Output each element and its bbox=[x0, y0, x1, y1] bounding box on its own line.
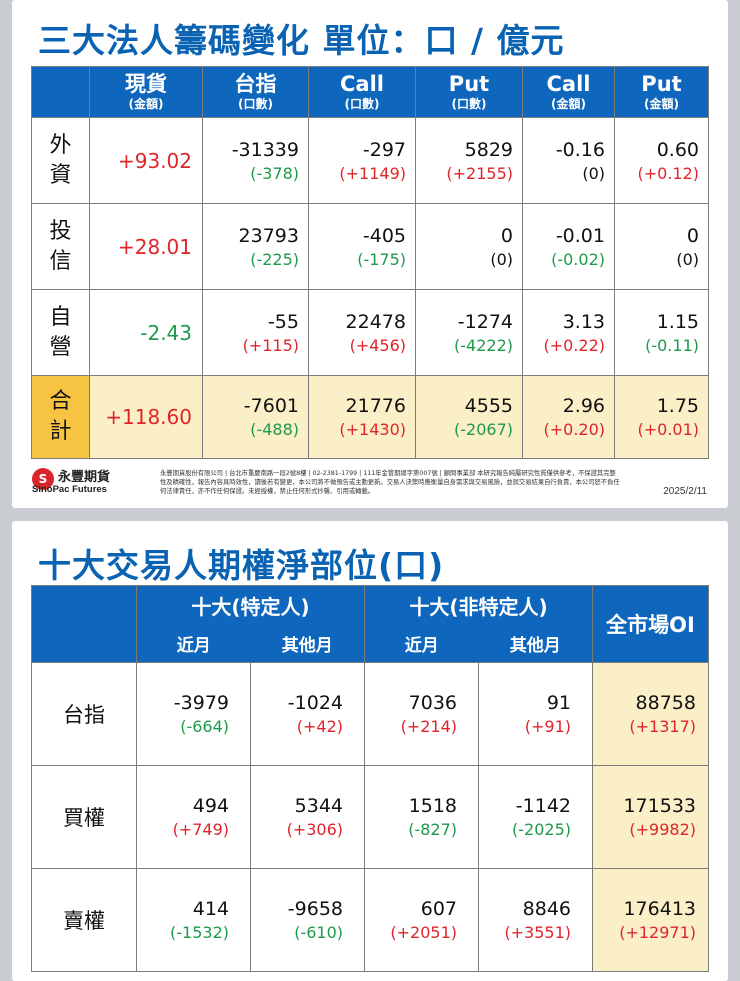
value-cell: 0.60 (+0.12) bbox=[614, 117, 709, 204]
brand-name-cn: 永豐期貨 bbox=[58, 470, 111, 485]
row-label: 自營 bbox=[31, 289, 90, 376]
value-cell: -297 (+1149) bbox=[308, 117, 416, 204]
value-cell: 414 (-1532) bbox=[136, 868, 251, 972]
value-cell: 1.15 (-0.11) bbox=[614, 289, 709, 376]
institutional-title: 三大法人籌碼變化 單位：口 / 億元 bbox=[38, 21, 565, 60]
value-cell: 91 (+91) bbox=[478, 662, 593, 766]
report-date: 2025/2/11 bbox=[663, 486, 707, 497]
group-header-specific: 十大(特定人) bbox=[136, 585, 365, 624]
value-cell: 0 (0) bbox=[415, 203, 523, 290]
value-cell: 7036 (+214) bbox=[364, 662, 479, 766]
value-cell: -55 (+115) bbox=[202, 289, 309, 376]
sub-header-near: 近月 bbox=[136, 624, 251, 663]
value-cell: 494 (+749) bbox=[136, 765, 251, 869]
brand-name-en: SinoPac Futures bbox=[32, 484, 107, 495]
header-cell: Put (金額) bbox=[614, 66, 709, 118]
spot-amount: +118.60 bbox=[89, 375, 203, 459]
header-corner bbox=[31, 66, 90, 118]
value-cell: -0.01 (-0.02) bbox=[522, 203, 615, 290]
market-oi-cell: 88758 (+1317) bbox=[592, 662, 709, 766]
market-oi-cell: 176413 (+12971) bbox=[592, 868, 709, 972]
value-cell: -7601 (-488) bbox=[202, 375, 309, 459]
header-market-oi: 全市場OI bbox=[592, 585, 709, 663]
row-label: 買權 bbox=[31, 765, 137, 869]
top10-table: 十大(特定人) 十大(非特定人) 全市場OI 近月 其他月 近月 其他月 台指 -… bbox=[31, 585, 709, 972]
top10-card: 十大交易人期權淨部位(口) 十大(特定人) 十大(非特定人) 全市場OI 近月 … bbox=[12, 521, 728, 981]
value-cell: 21776 (+1430) bbox=[308, 375, 416, 459]
spot-amount: +93.02 bbox=[89, 117, 203, 204]
institutional-table: 現貨 (金額) 台指 (口數) Call (口數) Put (口數) Call (金額) … bbox=[31, 66, 709, 459]
value-cell: 4555 (-2067) bbox=[415, 375, 523, 459]
disclaimer-text: 永豐期貨股份有限公司 | 台北市重慶南路一段2號8樓 | 02-2381-179… bbox=[160, 470, 620, 495]
header-corner bbox=[31, 585, 137, 663]
value-cell: 3.13 (+0.22) bbox=[522, 289, 615, 376]
value-cell: 1518 (-827) bbox=[364, 765, 479, 869]
institutional-row: 投信 +28.01 23793 (-225) -405 (-175) 0 (0) -0.01 (-… bbox=[31, 203, 709, 290]
spot-amount: +28.01 bbox=[89, 203, 203, 290]
row-label: 合計 bbox=[31, 375, 90, 459]
sinopac-logo-icon: S bbox=[32, 468, 54, 490]
row-label: 外資 bbox=[31, 117, 90, 204]
value-cell: 8846 (+3551) bbox=[478, 868, 593, 972]
institutional-card: 三大法人籌碼變化 單位：口 / 億元 現貨 (金額) 台指 (口數) Call (口數… bbox=[12, 0, 728, 508]
value-cell: -0.16 (0) bbox=[522, 117, 615, 204]
institutional-row: 自營 -2.43 -55 (+115) 22478 (+456) -1274 (-4222) 3… bbox=[31, 289, 709, 376]
top10-row: 買權 494 (+749) 5344 (+306) 1518 (-827) -1142 (-20… bbox=[31, 765, 709, 869]
value-cell: -1142 (-2025) bbox=[478, 765, 593, 869]
footer: S 永豐期貨 SinoPac Futures 永豐期貨股份有限公司 | 台北市重… bbox=[32, 466, 712, 500]
group-header-nonspecific: 十大(非特定人) bbox=[364, 585, 593, 624]
value-cell: 0 (0) bbox=[614, 203, 709, 290]
row-label: 賣權 bbox=[31, 868, 137, 972]
group-header-row: 十大(特定人) 十大(非特定人) 全市場OI bbox=[31, 585, 709, 663]
value-cell: -31339 (-378) bbox=[202, 117, 309, 204]
institutional-row: 合計 +118.60 -7601 (-488) 21776 (+1430) 4555 (-20… bbox=[31, 375, 709, 459]
top10-row: 台指 -3979 (-664) -1024 (+42) 7036 (+214) 91 (+91)… bbox=[31, 662, 709, 766]
value-cell: -405 (-175) bbox=[308, 203, 416, 290]
header-cell: Call (金額) bbox=[522, 66, 615, 118]
sub-header-near: 近月 bbox=[364, 624, 479, 663]
value-cell: 22478 (+456) bbox=[308, 289, 416, 376]
value-cell: -9658 (-610) bbox=[250, 868, 365, 972]
value-cell: 607 (+2051) bbox=[364, 868, 479, 972]
value-cell: -1024 (+42) bbox=[250, 662, 365, 766]
value-cell: 23793 (-225) bbox=[202, 203, 309, 290]
value-cell: 5344 (+306) bbox=[250, 765, 365, 869]
market-oi-cell: 171533 (+9982) bbox=[592, 765, 709, 869]
sub-header-other: 其他月 bbox=[250, 624, 365, 663]
value-cell: 1.75 (+0.01) bbox=[614, 375, 709, 459]
header-cell: Call (口數) bbox=[308, 66, 416, 118]
row-label: 投信 bbox=[31, 203, 90, 290]
value-cell: -3979 (-664) bbox=[136, 662, 251, 766]
value-cell: 2.96 (+0.20) bbox=[522, 375, 615, 459]
row-label: 台指 bbox=[31, 662, 137, 766]
value-cell: 5829 (+2155) bbox=[415, 117, 523, 204]
top10-row: 賣權 414 (-1532) -9658 (-610) 607 (+2051) 8846 (+3… bbox=[31, 868, 709, 972]
header-cell: 台指 (口數) bbox=[202, 66, 309, 118]
spot-amount: -2.43 bbox=[89, 289, 203, 376]
header-cell: Put (口數) bbox=[415, 66, 523, 118]
institutional-row: 外資 +93.02 -31339 (-378) -297 (+1149) 5829 (+215… bbox=[31, 117, 709, 204]
header-row: 現貨 (金額) 台指 (口數) Call (口數) Put (口數) Call (金額) … bbox=[31, 66, 709, 118]
sub-header-other: 其他月 bbox=[478, 624, 593, 663]
header-cell: 現貨 (金額) bbox=[89, 66, 203, 118]
top10-title: 十大交易人期權淨部位(口) bbox=[38, 546, 445, 585]
value-cell: -1274 (-4222) bbox=[415, 289, 523, 376]
